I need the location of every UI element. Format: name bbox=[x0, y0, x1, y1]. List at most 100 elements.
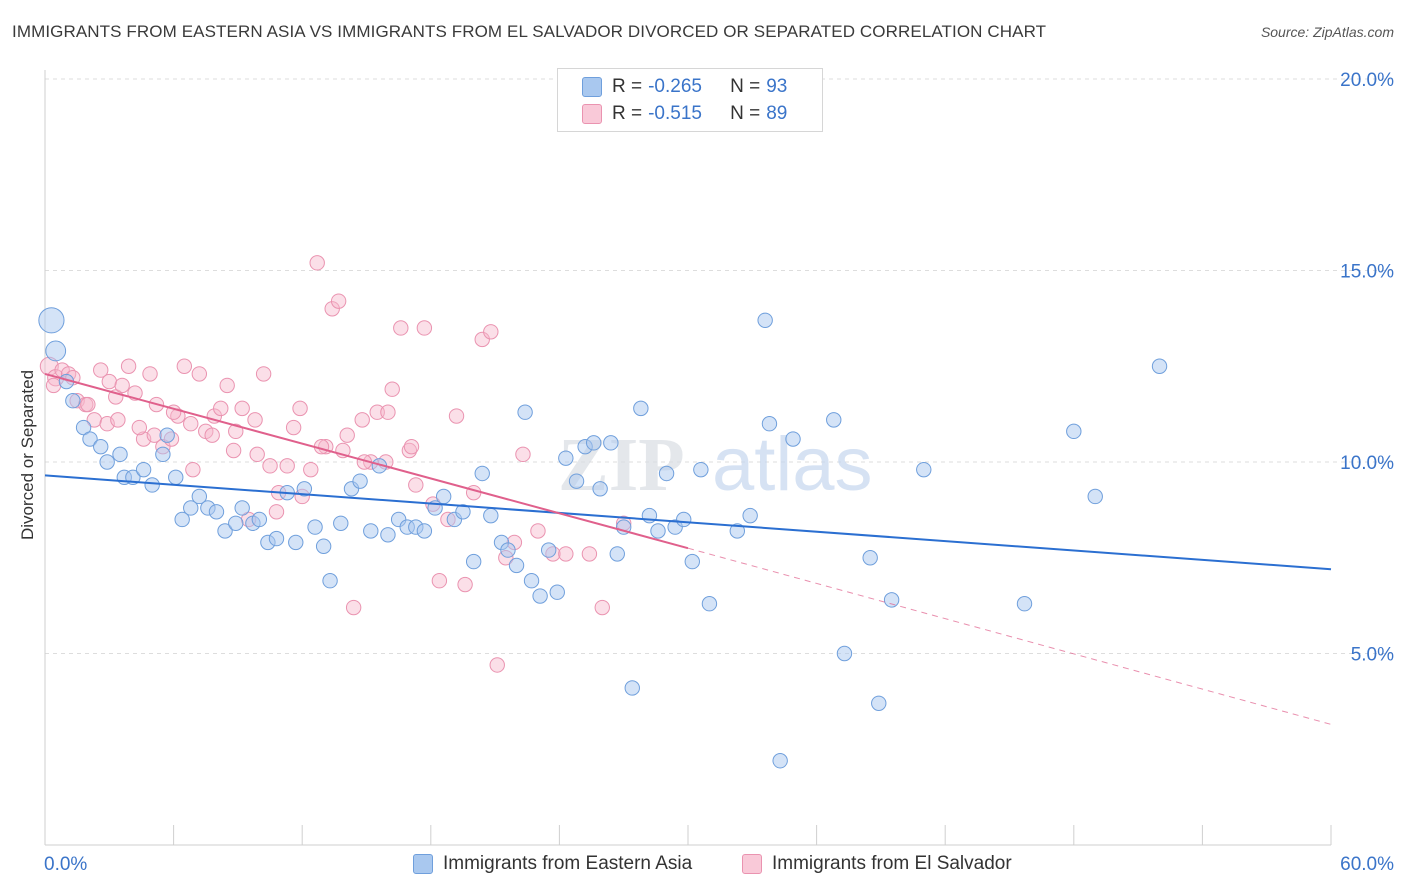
data-point-eastern-asia bbox=[676, 511, 692, 528]
data-point-eastern-asia bbox=[268, 530, 285, 547]
data-point-eastern-asia bbox=[508, 557, 525, 574]
data-point-eastern-asia bbox=[99, 454, 115, 470]
data-point-el-salvador bbox=[457, 576, 473, 593]
data-point-el-salvador bbox=[146, 427, 163, 443]
data-point-eastern-asia bbox=[474, 465, 490, 482]
data-point-eastern-asia bbox=[540, 542, 557, 558]
data-point-eastern-asia bbox=[322, 573, 338, 589]
data-point-eastern-asia bbox=[558, 450, 574, 466]
data-point-eastern-asia bbox=[191, 488, 208, 505]
data-point-eastern-asia bbox=[871, 695, 887, 711]
data-point-eastern-asia bbox=[609, 546, 625, 562]
data-point-eastern-asia bbox=[549, 584, 565, 600]
data-point-eastern-asia bbox=[1151, 358, 1168, 374]
legend-item-el-salvador[interactable]: Immigrants from El Salvador bbox=[742, 852, 1012, 876]
series-el-salvador-points bbox=[39, 255, 632, 673]
data-point-eastern-asia bbox=[650, 523, 666, 539]
n-label: N = bbox=[730, 103, 761, 124]
data-point-eastern-asia bbox=[38, 307, 65, 334]
legend-swatch-blue bbox=[413, 854, 433, 874]
tick-labels: 5.0% 10.0% 15.0% 20.0% 0.0% 60.0% bbox=[44, 70, 1394, 875]
series-eastern-asia-points bbox=[38, 307, 1168, 769]
data-point-eastern-asia bbox=[352, 473, 368, 489]
data-point-eastern-asia bbox=[826, 412, 842, 428]
data-point-eastern-asia bbox=[93, 438, 109, 455]
data-point-eastern-asia bbox=[45, 340, 67, 362]
data-point-el-salvador bbox=[176, 358, 193, 374]
data-point-eastern-asia bbox=[517, 404, 533, 420]
data-point-el-salvador bbox=[483, 324, 499, 340]
data-point-eastern-asia bbox=[174, 511, 190, 528]
data-point-eastern-asia bbox=[315, 538, 332, 554]
watermark-zip: ZIP bbox=[558, 423, 685, 507]
n-value: 93 bbox=[766, 76, 788, 97]
trend-line-el-salvador-extrapolated bbox=[687, 547, 1332, 725]
data-point-eastern-asia bbox=[307, 519, 323, 535]
data-point-el-salvador bbox=[292, 400, 308, 417]
data-point-el-salvador bbox=[515, 446, 531, 463]
data-point-eastern-asia bbox=[761, 416, 778, 432]
data-point-el-salvador bbox=[228, 423, 244, 440]
data-point-eastern-asia bbox=[208, 504, 225, 520]
data-point-el-salvador bbox=[219, 377, 235, 394]
data-point-el-salvador bbox=[303, 461, 319, 478]
data-point-eastern-asia bbox=[288, 534, 304, 551]
correlation-stats-box: R = -0.265 N = 93 R = -0.515 N = 89 bbox=[557, 68, 823, 132]
data-point-eastern-asia bbox=[251, 511, 268, 528]
data-point-eastern-asia bbox=[135, 461, 152, 478]
y-axis-label: Divorced or Separated bbox=[18, 370, 37, 540]
r-label: R = bbox=[612, 76, 643, 97]
data-point-eastern-asia bbox=[217, 523, 233, 539]
data-point-el-salvador bbox=[110, 412, 126, 428]
legend-item-eastern-asia[interactable]: Immigrants from Eastern Asia bbox=[413, 852, 692, 876]
data-point-eastern-asia bbox=[585, 435, 602, 451]
r-value: -0.265 bbox=[648, 76, 702, 97]
data-point-eastern-asia bbox=[1087, 488, 1103, 505]
data-point-el-salvador bbox=[416, 320, 433, 336]
data-point-eastern-asia bbox=[168, 469, 184, 486]
data-point-el-salvador bbox=[408, 477, 424, 493]
data-point-eastern-asia bbox=[785, 431, 801, 447]
data-point-el-salvador bbox=[393, 320, 409, 336]
data-point-el-salvador bbox=[234, 400, 250, 417]
legend-label: Immigrants from El Salvador bbox=[772, 853, 1012, 874]
x-tick-label: 60.0% bbox=[1340, 854, 1394, 875]
data-point-eastern-asia bbox=[862, 550, 878, 566]
data-point-eastern-asia bbox=[693, 461, 709, 478]
data-point-eastern-asia bbox=[684, 553, 700, 570]
stat-swatch-blue bbox=[582, 77, 602, 97]
data-point-el-salvador bbox=[185, 461, 201, 478]
data-point-el-salvador bbox=[101, 373, 118, 390]
data-point-el-salvador bbox=[183, 416, 199, 432]
data-point-eastern-asia bbox=[883, 592, 900, 608]
data-point-el-salvador bbox=[80, 396, 96, 413]
data-point-eastern-asia bbox=[1016, 596, 1033, 612]
axes bbox=[44, 70, 1332, 846]
stat-row-el-salvador: R = -0.515 N = 89 bbox=[582, 102, 787, 126]
data-point-eastern-asia bbox=[603, 435, 619, 451]
data-point-el-salvador bbox=[142, 366, 158, 382]
trend-lines bbox=[44, 372, 1332, 725]
data-point-eastern-asia bbox=[333, 515, 349, 531]
data-point-eastern-asia bbox=[1066, 423, 1082, 440]
data-point-el-salvador bbox=[489, 657, 505, 673]
data-point-el-salvador bbox=[581, 546, 598, 562]
data-point-eastern-asia bbox=[159, 427, 175, 443]
data-point-el-salvador bbox=[262, 458, 278, 474]
data-point-eastern-asia bbox=[363, 523, 379, 539]
data-point-eastern-asia bbox=[75, 419, 92, 436]
data-point-eastern-asia bbox=[435, 488, 452, 505]
data-point-el-salvador bbox=[213, 400, 229, 417]
r-value: -0.515 bbox=[648, 103, 702, 124]
data-point-el-salvador bbox=[558, 546, 574, 562]
data-point-eastern-asia bbox=[916, 461, 932, 478]
trend-line-eastern-asia bbox=[44, 474, 1332, 571]
data-point-el-salvador bbox=[268, 504, 285, 520]
data-point-el-salvador bbox=[247, 412, 263, 428]
data-point-eastern-asia bbox=[532, 588, 548, 604]
data-point-eastern-asia bbox=[836, 645, 853, 662]
y-tick-label: 5.0% bbox=[1351, 645, 1394, 666]
data-point-el-salvador bbox=[384, 381, 400, 397]
data-point-eastern-asia bbox=[455, 504, 471, 520]
